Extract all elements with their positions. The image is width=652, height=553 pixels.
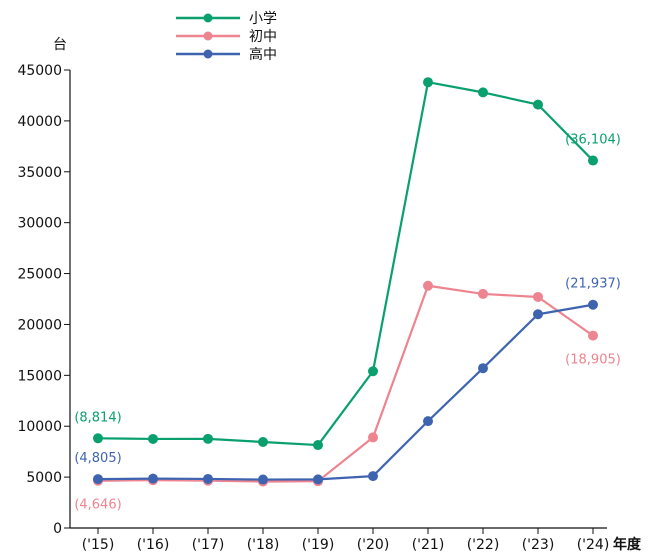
data-point xyxy=(368,366,378,377)
data-point xyxy=(368,471,378,482)
x-tick-label: ('22) xyxy=(467,537,500,553)
series-group xyxy=(93,299,598,485)
data-point xyxy=(533,309,543,320)
x-tick-label: ('20) xyxy=(357,537,390,553)
data-point xyxy=(533,291,543,302)
data-point xyxy=(478,363,488,374)
data-labels: (8,814) (4,805) (4,646) (36,104) (21,937) (18… xyxy=(74,133,621,513)
x-tick-label: ('16) xyxy=(137,537,170,553)
legend-marker xyxy=(203,31,213,41)
legend-label: 高中 xyxy=(249,46,277,63)
legend-marker xyxy=(203,13,213,23)
data-point xyxy=(258,474,268,485)
legend-item: 小学 xyxy=(176,11,277,27)
y-tick-label: 20000 xyxy=(17,317,62,333)
x-axis-label: 年度 xyxy=(613,536,642,553)
data-point xyxy=(203,473,213,484)
legend-item: 初中 xyxy=(176,28,277,45)
data-point xyxy=(478,87,488,98)
data-label: (18,905) xyxy=(565,353,621,368)
data-point xyxy=(478,288,488,299)
data-point xyxy=(203,433,213,444)
y-tick-label: 0 xyxy=(53,521,62,537)
data-point xyxy=(588,299,598,310)
y-tick-label: 30000 xyxy=(17,216,62,232)
data-point xyxy=(533,99,543,110)
data-point xyxy=(93,433,103,444)
data-point xyxy=(313,440,323,451)
data-label: (36,104) xyxy=(565,133,621,148)
data-point xyxy=(148,433,158,444)
y-tick-label: 10000 xyxy=(17,419,62,435)
x-tick-label: ('19) xyxy=(302,537,335,553)
data-label: (21,937) xyxy=(565,277,621,292)
y-tick-label: 25000 xyxy=(17,267,62,283)
x-tick-label: ('18) xyxy=(247,537,280,553)
x-tick-label: ('24) xyxy=(577,537,610,553)
y-tick-label: 45000 xyxy=(17,63,62,79)
data-point xyxy=(588,155,598,166)
x-tick-label: ('23) xyxy=(522,537,555,553)
data-point xyxy=(368,432,378,443)
data-label: (4,805) xyxy=(74,451,121,466)
series-group xyxy=(93,77,598,451)
series-group xyxy=(93,280,598,487)
y-tick-label: 5000 xyxy=(26,470,62,486)
x-tick-label: ('21) xyxy=(412,537,445,553)
legend-item: 高中 xyxy=(176,46,277,63)
y-axis-label: 台 xyxy=(53,37,67,53)
y-tick-label: 35000 xyxy=(17,165,62,181)
data-point xyxy=(423,280,433,291)
data-point xyxy=(258,436,268,447)
x-tick-label: ('15) xyxy=(82,537,115,553)
y-tick-label: 15000 xyxy=(17,368,62,384)
series-line xyxy=(97,303,594,481)
data-point xyxy=(423,77,433,88)
series-line xyxy=(97,284,594,483)
series-layer xyxy=(93,77,598,487)
data-point xyxy=(423,416,433,427)
data-point xyxy=(588,330,598,341)
legend-marker xyxy=(203,49,213,59)
data-point xyxy=(93,474,103,485)
data-label: (4,646) xyxy=(74,498,121,513)
series-line xyxy=(97,81,594,447)
data-point xyxy=(148,473,158,484)
x-tick-label: ('17) xyxy=(192,537,225,553)
y-tick-label: 40000 xyxy=(17,114,62,130)
axes: 0 5000 10000 15000 20000 25000 30000 35000 40000… xyxy=(17,37,642,553)
legend-label: 初中 xyxy=(249,28,277,45)
legend-label: 小学 xyxy=(249,11,277,27)
data-label: (8,814) xyxy=(74,410,121,425)
data-point xyxy=(313,474,323,485)
